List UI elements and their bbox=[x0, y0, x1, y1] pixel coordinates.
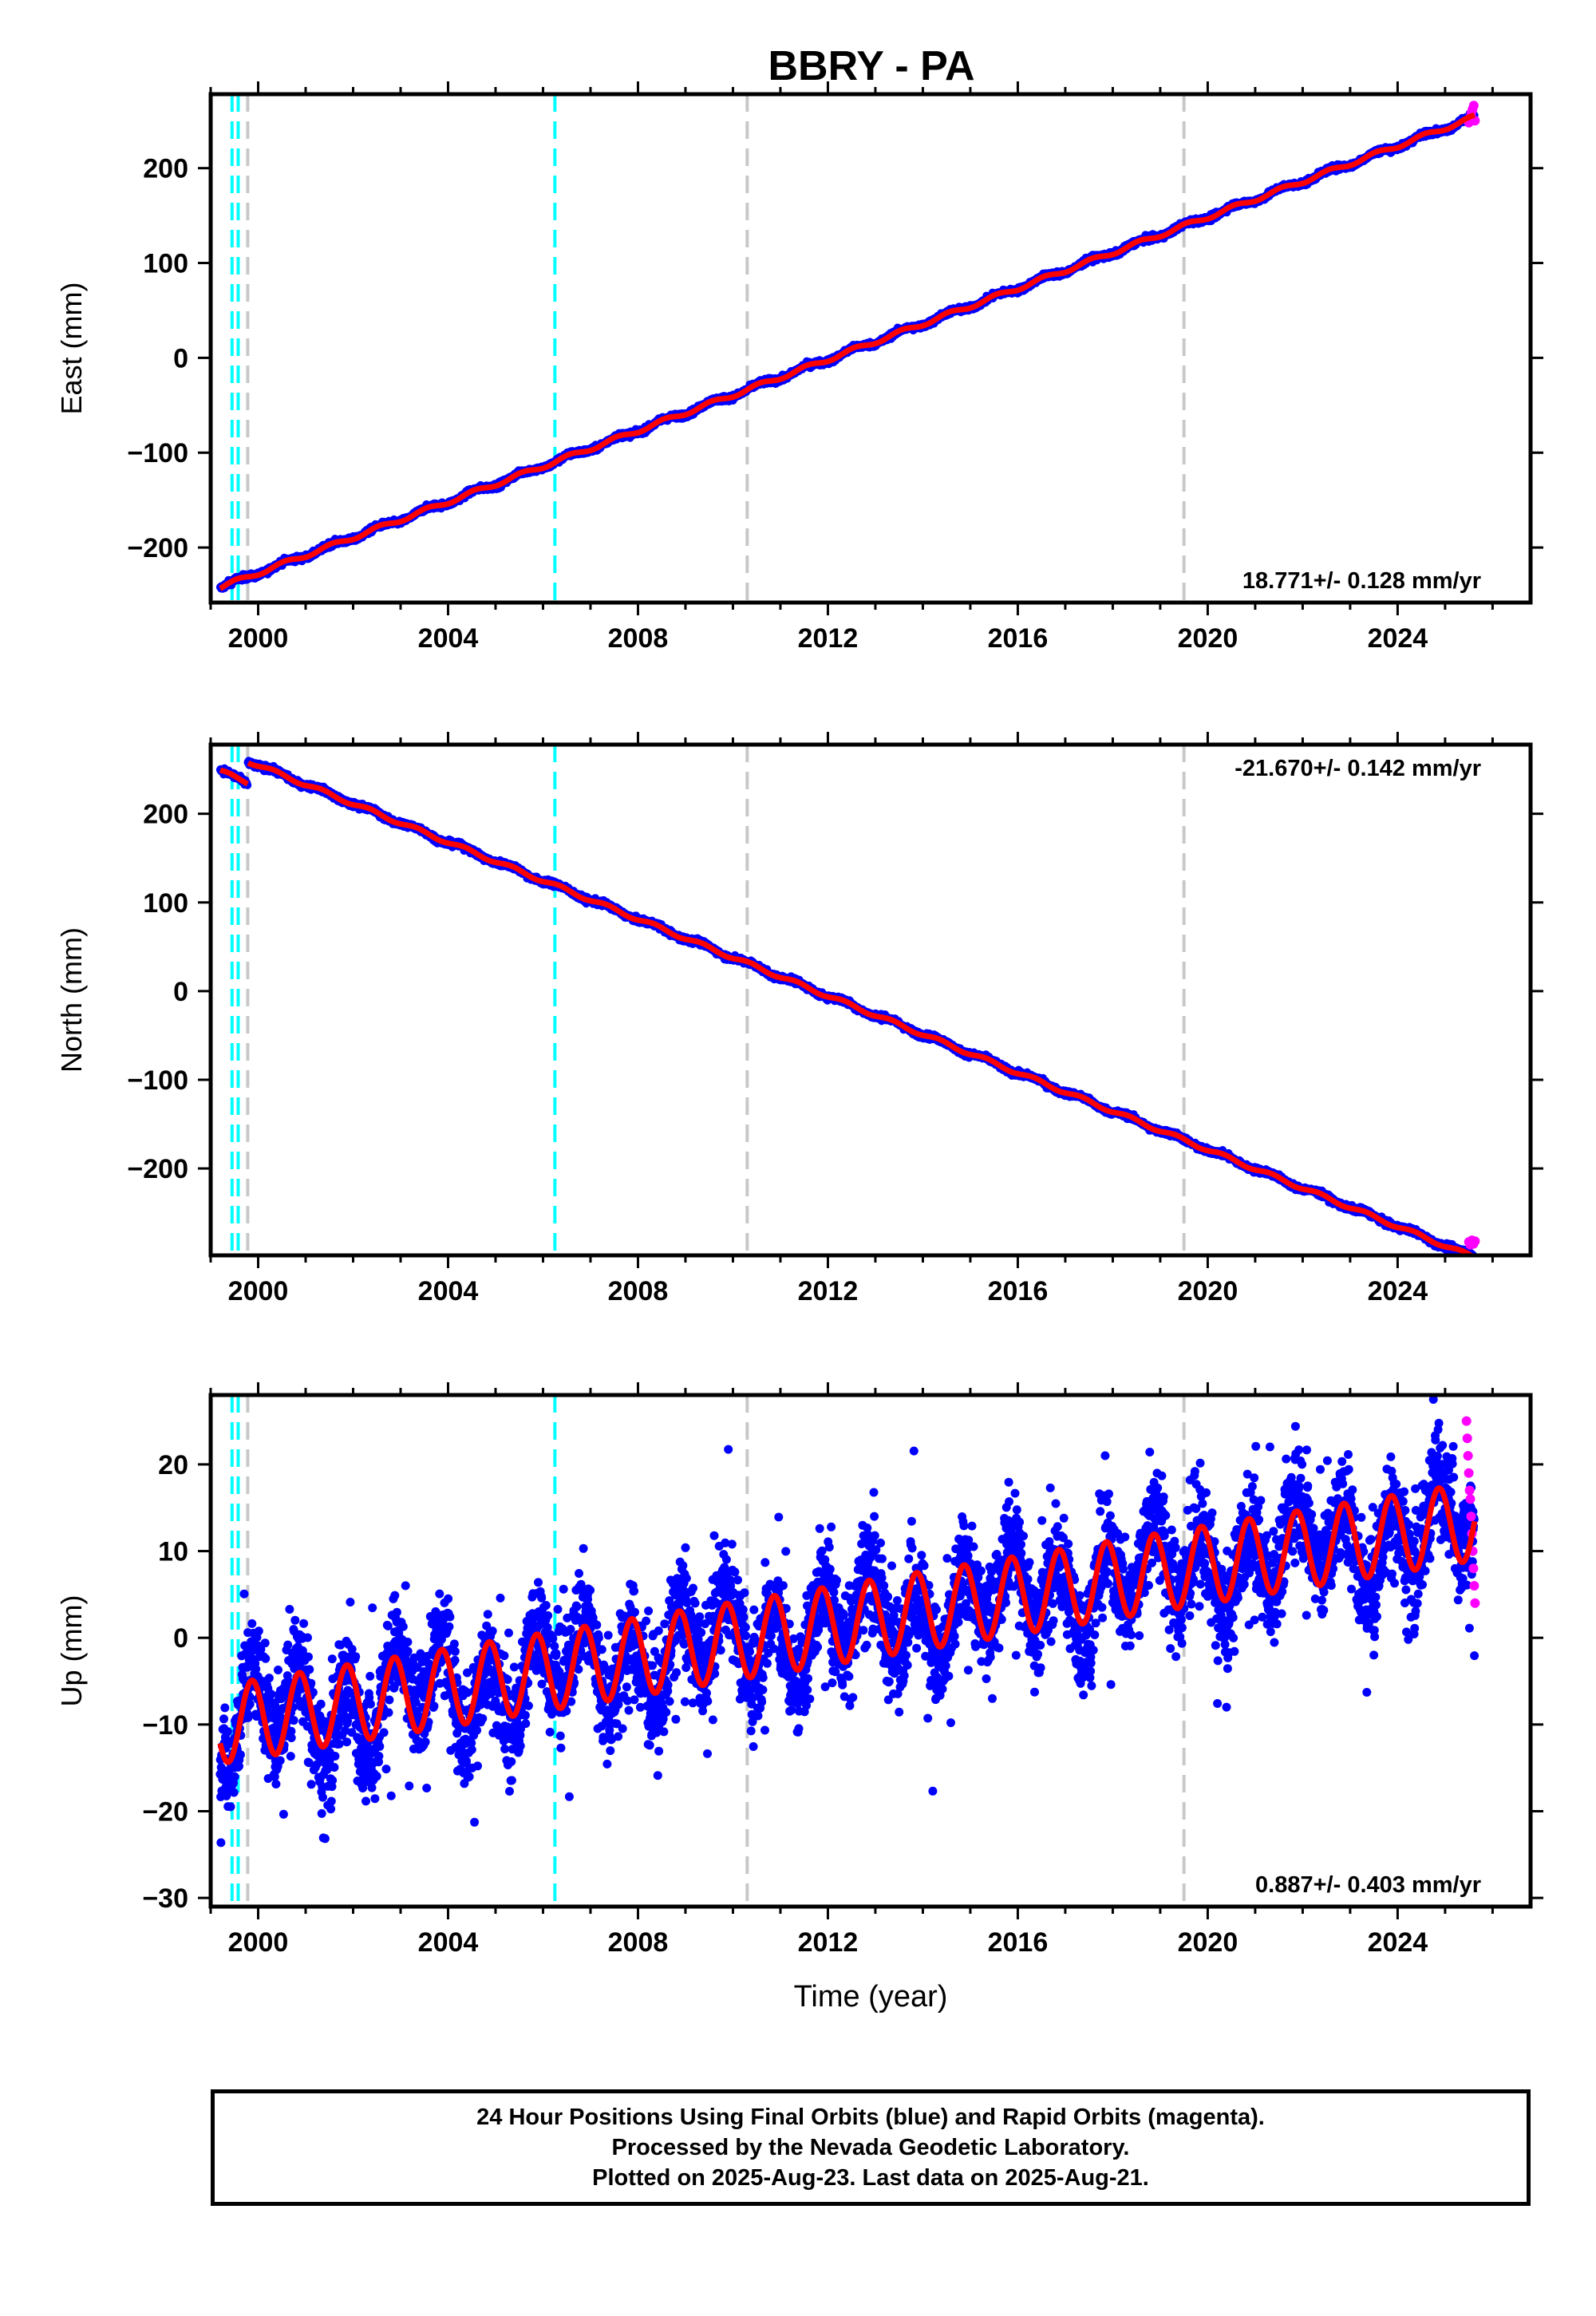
x-tick-label: 2000 bbox=[228, 623, 289, 654]
x-tick-label: 2024 bbox=[1368, 623, 1428, 654]
x-tick-label: 2016 bbox=[988, 623, 1049, 654]
rapid-orbit-point bbox=[1468, 101, 1479, 111]
y-tick-label: 0 bbox=[173, 343, 188, 373]
model-fit-line bbox=[218, 112, 1477, 591]
y-tick-label: 200 bbox=[143, 154, 188, 184]
chart-title: BBRY - PA bbox=[768, 43, 974, 89]
y-tick-label: −100 bbox=[127, 438, 188, 468]
x-tick-label: 2008 bbox=[608, 623, 669, 654]
x-tick-label: 2004 bbox=[418, 623, 479, 654]
x-tick-label: 2020 bbox=[1178, 623, 1238, 654]
east-panel: 2000 2004 2008 2012 2016 2020 2024 −200 −100 0 100… bbox=[55, 81, 1543, 654]
velocity-annotation: 18.771+/- 0.128 mm/yr bbox=[1242, 568, 1481, 594]
y-axis-label: East (mm) bbox=[55, 283, 88, 415]
x-tick-label: 2012 bbox=[798, 623, 859, 654]
y-tick-label: −200 bbox=[127, 533, 188, 563]
final-orbit-points bbox=[215, 757, 1478, 1255]
y-tick-label: 100 bbox=[143, 249, 188, 279]
north-panel: 2000 2004 2008 2012 2016 2020 2024−200−1000100… bbox=[55, 732, 1543, 1306]
